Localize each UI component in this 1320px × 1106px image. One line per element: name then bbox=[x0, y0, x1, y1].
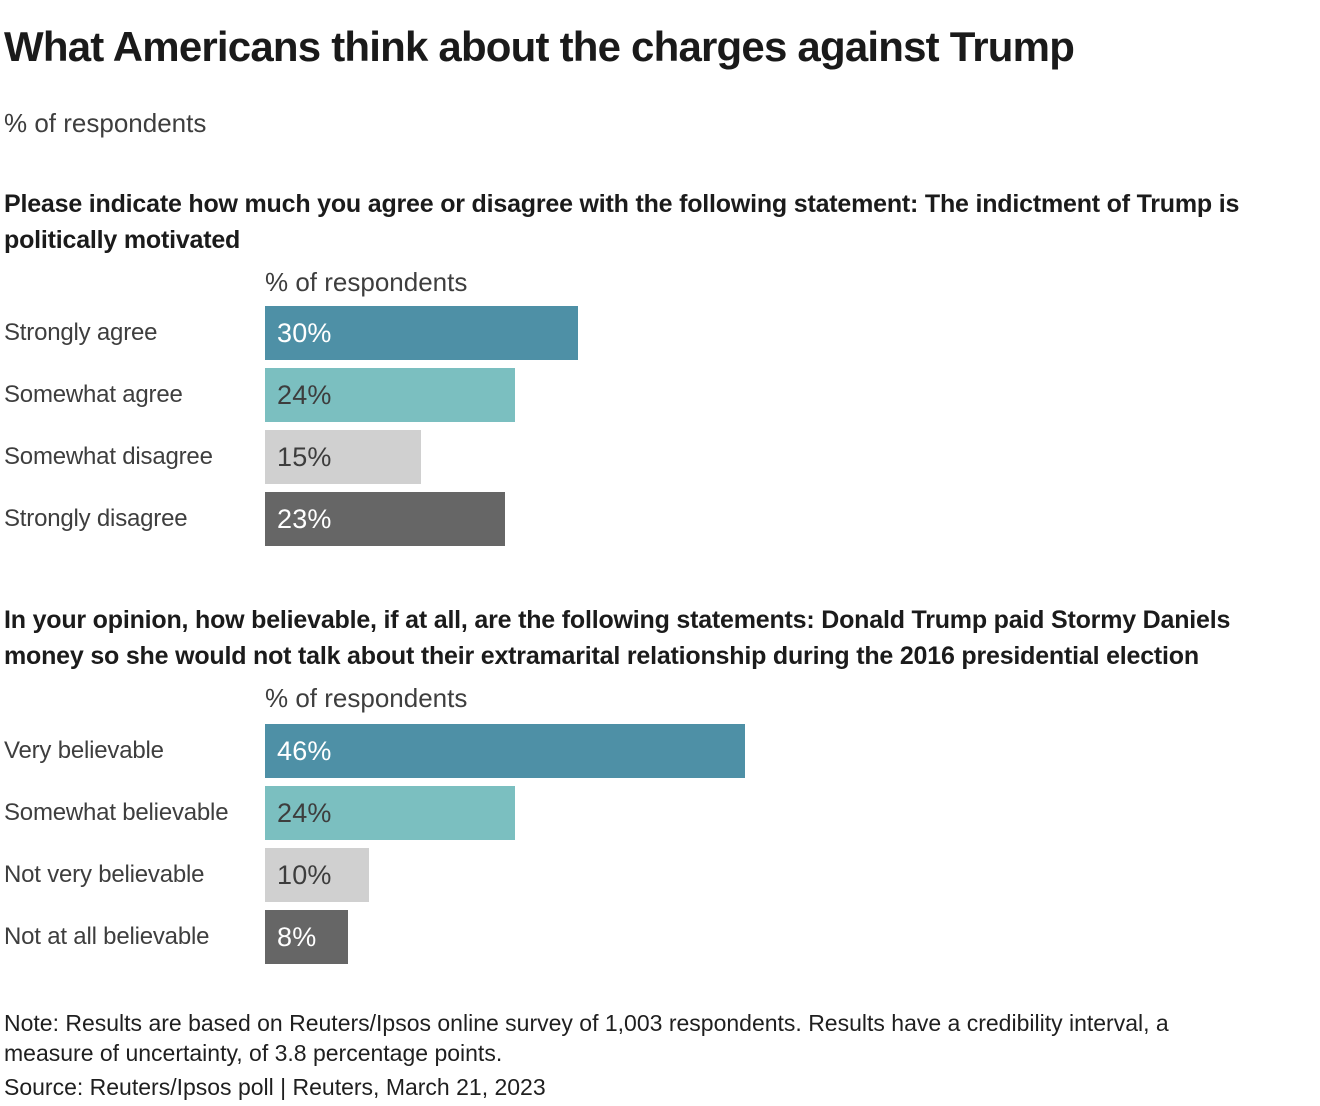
bar-row: Somewhat disagree 15% bbox=[4, 430, 1310, 484]
bar-track: 24% bbox=[265, 368, 1310, 422]
bar-row: Not very believable 10% bbox=[4, 848, 1310, 902]
bar-value-label: 46% bbox=[277, 735, 332, 766]
bar-track: 15% bbox=[265, 430, 1310, 484]
bar-track: 30% bbox=[265, 306, 1310, 360]
footnote: Note: Results are based on Reuters/Ipsos… bbox=[4, 1010, 1169, 1066]
category-label: Somewhat agree bbox=[4, 381, 183, 408]
bar: 46% bbox=[265, 724, 745, 778]
bar: 8% bbox=[265, 910, 348, 964]
category-label: Somewhat disagree bbox=[4, 443, 213, 470]
chart-2-bars: Very believable 46% Somewhat believable 24%… bbox=[4, 724, 1310, 964]
bar-row: Not at all believable 8% bbox=[4, 910, 1310, 964]
category-label: Strongly disagree bbox=[4, 505, 188, 532]
bar-value-label: 30% bbox=[277, 317, 332, 348]
page-title: What Americans think about the charges a… bbox=[4, 23, 1075, 70]
page-subtitle: % of respondents bbox=[4, 108, 207, 138]
category-label: Not at all believable bbox=[4, 923, 210, 950]
source-line: Source: Reuters/Ipsos poll | Reuters, Ma… bbox=[4, 1074, 546, 1100]
question-1-heading: Please indicate how much you agree or di… bbox=[4, 190, 1240, 254]
bar-row: Somewhat believable 24% bbox=[4, 786, 1310, 840]
bar-track: 24% bbox=[265, 786, 1310, 840]
bar-track: 23% bbox=[265, 492, 1310, 546]
bar: 23% bbox=[265, 492, 505, 546]
bar-row: Somewhat agree 24% bbox=[4, 368, 1310, 422]
bar: 10% bbox=[265, 848, 369, 902]
category-label: Not very believable bbox=[4, 861, 205, 888]
bar-value-label: 15% bbox=[277, 441, 332, 472]
category-label: Strongly agree bbox=[4, 319, 158, 346]
question-2-heading: In your opinion, how believable, if at a… bbox=[4, 606, 1231, 670]
bar: 15% bbox=[265, 430, 421, 484]
bar: 30% bbox=[265, 306, 578, 360]
bar-value-label: 24% bbox=[277, 379, 332, 410]
bar-value-label: 8% bbox=[277, 921, 317, 952]
bar-row: Strongly agree 30% bbox=[4, 306, 1310, 360]
bar: 24% bbox=[265, 368, 515, 422]
bar: 24% bbox=[265, 786, 515, 840]
bar-value-label: 24% bbox=[277, 797, 332, 828]
chart-1-axis-label: % of respondents bbox=[265, 267, 468, 297]
chart-2-axis-label: % of respondents bbox=[265, 683, 468, 713]
bar-row: Strongly disagree 23% bbox=[4, 492, 1310, 546]
bar-value-label: 23% bbox=[277, 503, 332, 534]
bar-row: Very believable 46% bbox=[4, 724, 1310, 778]
bar-track: 8% bbox=[265, 910, 1310, 964]
bar-track: 46% bbox=[265, 724, 1310, 778]
category-label: Very believable bbox=[4, 737, 164, 764]
category-label: Somewhat believable bbox=[4, 799, 229, 826]
chart-1-bars: Strongly agree 30% Somewhat agree 24% Somewh… bbox=[4, 306, 1310, 546]
bar-value-label: 10% bbox=[277, 859, 332, 890]
bar-track: 10% bbox=[265, 848, 1310, 902]
